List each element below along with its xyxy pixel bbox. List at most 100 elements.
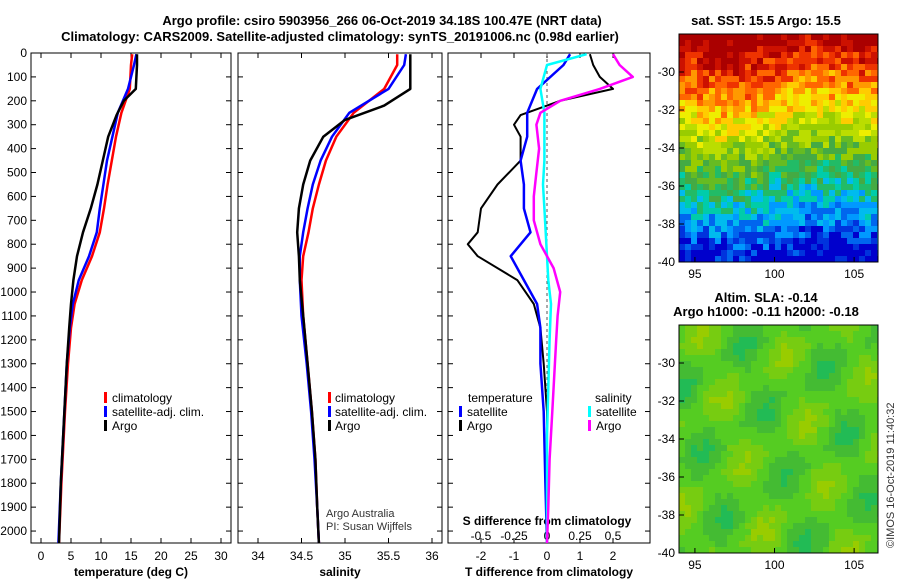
map-cell <box>685 475 692 482</box>
map-cell <box>865 154 872 161</box>
map-cell <box>781 427 788 434</box>
map-cell <box>679 523 686 530</box>
map-cell <box>859 256 866 262</box>
map-cell <box>763 343 770 350</box>
map-cell <box>775 487 782 494</box>
map-cell <box>721 82 728 89</box>
map-cell <box>709 34 716 41</box>
map-cell <box>697 403 704 410</box>
map-cell <box>709 106 716 113</box>
map-cell <box>775 535 782 542</box>
map-cell <box>781 397 788 404</box>
map-cell <box>787 523 794 530</box>
map-cell <box>679 433 686 440</box>
map-cell <box>739 100 746 107</box>
map-cell <box>781 433 788 440</box>
map-cell <box>787 343 794 350</box>
map-cell <box>841 94 848 101</box>
map-cell <box>835 40 842 47</box>
map-cell <box>727 166 734 173</box>
map-cell <box>853 343 860 350</box>
map-cell <box>853 166 860 173</box>
map-cell <box>715 535 722 542</box>
map-cell <box>769 178 776 185</box>
map-cell <box>709 349 716 356</box>
map-cell <box>793 481 800 488</box>
map-cell <box>823 469 830 476</box>
map-cell <box>775 88 782 95</box>
map-cell <box>853 46 860 53</box>
map-cell <box>811 118 818 125</box>
map-cell <box>685 214 692 221</box>
map-cell <box>685 220 692 227</box>
map-cell <box>745 190 752 197</box>
map-cell <box>691 487 698 494</box>
map-cell <box>847 331 854 338</box>
map-cell <box>841 208 848 215</box>
map-cell <box>793 100 800 107</box>
map-cell <box>697 463 704 470</box>
depth-tick-label: 1900 <box>0 500 27 514</box>
map-cell <box>733 70 740 77</box>
map-cell <box>763 361 770 368</box>
map-cell <box>829 106 836 113</box>
map-cell <box>871 130 878 137</box>
map-cell <box>745 208 752 215</box>
map-cell <box>787 451 794 458</box>
map-cell <box>859 331 866 338</box>
map-cell <box>757 433 764 440</box>
map-cell <box>841 244 848 251</box>
map-cell <box>781 118 788 125</box>
map-cell <box>865 373 872 380</box>
map-cell <box>685 505 692 512</box>
map-cell <box>787 415 794 422</box>
map-cell <box>727 325 734 332</box>
map-cell <box>799 220 806 227</box>
map-cell <box>847 112 854 119</box>
map-cell <box>745 541 752 548</box>
map-cell <box>727 529 734 536</box>
map-cell <box>835 475 842 482</box>
map-cell <box>739 172 746 179</box>
map-cell <box>799 106 806 113</box>
map-cell <box>715 529 722 536</box>
map-cell <box>757 118 764 125</box>
map-cell <box>697 58 704 65</box>
map-cell <box>859 226 866 233</box>
map-cell <box>703 499 710 506</box>
map-cell <box>691 415 698 422</box>
map-cell <box>715 337 722 344</box>
map-cell <box>781 58 788 65</box>
map-cell <box>727 136 734 143</box>
map-cell <box>703 148 710 155</box>
map-cell <box>835 397 842 404</box>
map-cell <box>871 256 878 262</box>
map-cell <box>697 397 704 404</box>
map-cell <box>709 379 716 386</box>
map-cell <box>793 355 800 362</box>
map-cell <box>865 64 872 71</box>
map-cell <box>751 493 758 500</box>
map-cell <box>703 397 710 404</box>
map-cell <box>841 331 848 338</box>
legend-swatch <box>104 392 107 403</box>
map-cell <box>823 214 830 221</box>
map-cell <box>787 481 794 488</box>
map-cell <box>763 463 770 470</box>
map-cell <box>739 244 746 251</box>
map-cell <box>745 397 752 404</box>
map-cell <box>853 475 860 482</box>
map-cell <box>727 445 734 452</box>
map-cell <box>757 439 764 446</box>
map-cell <box>841 511 848 518</box>
map-cell <box>781 142 788 149</box>
map-cell <box>805 445 812 452</box>
map-cell <box>841 355 848 362</box>
map-cell <box>733 349 740 356</box>
map-cell <box>817 391 824 398</box>
map-cell <box>733 232 740 239</box>
map-cell <box>697 415 704 422</box>
map-cell <box>757 88 764 95</box>
map-cell <box>805 535 812 542</box>
map-cell <box>847 379 854 386</box>
